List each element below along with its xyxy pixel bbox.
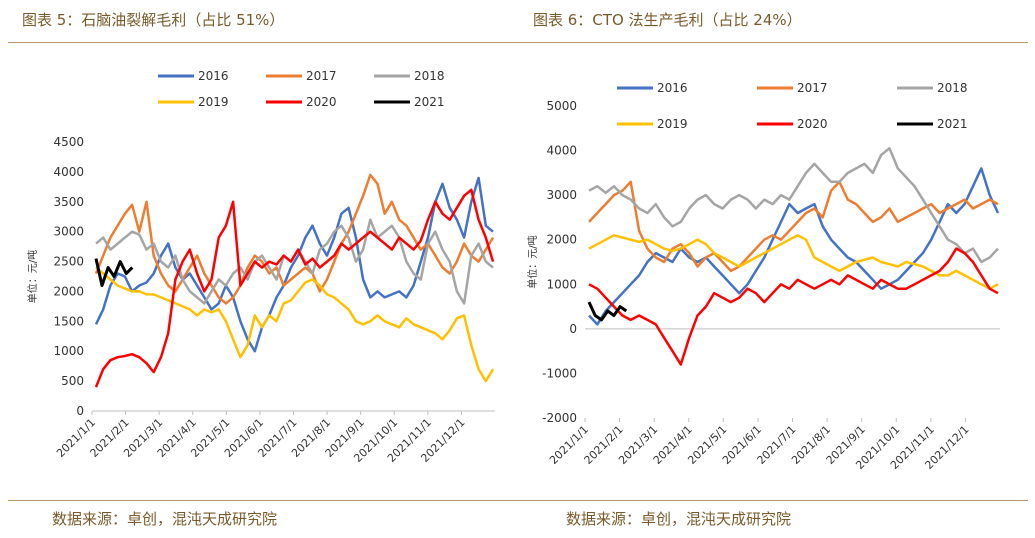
y-tick-label: 3000 [53,225,84,239]
series-line-2020 [94,188,495,388]
series-line-2019 [95,266,495,383]
legend-label-2017: 2017 [797,81,828,95]
series-line-2021 [94,258,134,287]
y-tick-label: 0 [76,404,84,418]
legend-label-2018: 2018 [937,81,968,95]
legend-label-2018: 2018 [414,69,445,83]
legend-label-2020: 2020 [306,95,337,109]
legend-label-2019: 2019 [657,117,688,131]
left-chart-title: 图表 5：石脑油裂解毛利（占比 51%） [22,11,285,29]
legend-label-2017: 2017 [306,69,337,83]
series-line-2016 [588,167,1000,326]
legend-label-2021: 2021 [937,117,968,131]
bottom-divider [8,500,1028,501]
y-tick-label: -2000 [542,411,577,425]
y-tick-label: 4500 [53,135,84,149]
series-line-2020 [588,247,999,366]
left-source-note: 数据来源：卓创，混沌天成研究院 [52,510,278,528]
y-tick-label: 4000 [53,165,84,179]
legend-label-2016: 2016 [198,69,229,83]
series-line-2016 [94,176,494,353]
right-source-note: 数据来源：卓创，混沌天成研究院 [566,510,792,528]
y-tick-label: -1000 [542,366,577,380]
y-axis-label: 单位：元/吨 [526,235,539,288]
y-tick-label: 1000 [53,344,84,358]
series-line-2021 [587,301,628,322]
y-tick-label: 0 [569,322,577,336]
y-tick-label: 5000 [546,99,577,113]
y-tick-label: 2000 [53,284,84,298]
series-line-2018 [588,147,999,264]
legend-label-2020: 2020 [797,117,828,131]
series-line-2017 [94,173,495,305]
legend-label-2016: 2016 [657,81,688,95]
y-axis-label: 单位：元/吨 [26,250,39,303]
y-tick-label: 4000 [546,144,577,158]
y-tick-label: 500 [61,374,84,388]
right-chart: -2000 -1000 0 1000 2000 3000 4000 5000 单位：元/吨 202… [526,81,1000,472]
y-tick-label: 1000 [546,277,577,291]
legend-label-2021: 2021 [414,95,445,109]
y-tick-label: 3000 [546,188,577,202]
y-tick-label: 2500 [53,255,84,269]
left-chart: 0 500 1000 1500 2000 2500 3000 3500 4000 4500 单位：元… [26,69,495,465]
right-chart-title: 图表 6：CTO 法生产毛利（占比 24%） [533,11,802,29]
y-tick-label: 2000 [546,233,577,247]
top-divider [8,42,1028,43]
series-line-2019 [588,234,999,290]
y-tick-label: 1500 [53,314,84,328]
legend-label-2019: 2019 [198,95,229,109]
series-line-2017 [588,180,999,273]
y-tick-label: 3500 [53,195,84,209]
